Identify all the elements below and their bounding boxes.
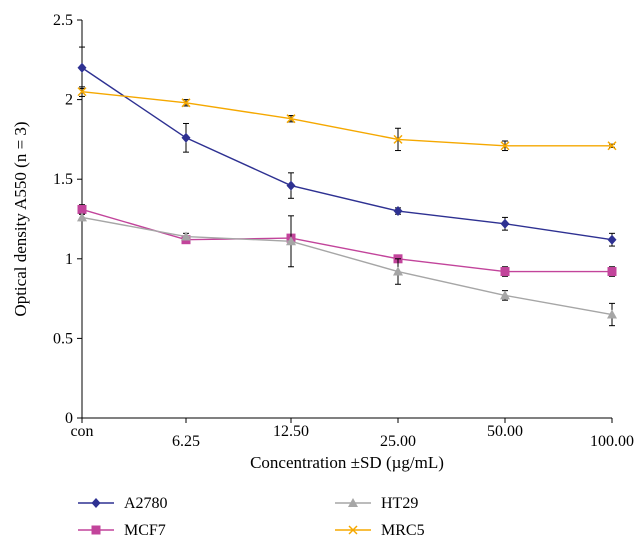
data-point-a2780 — [500, 218, 510, 229]
data-point-a2780 — [77, 62, 87, 73]
y-axis-title: Optical density A550 (n = 3) — [11, 121, 30, 316]
legend-label-ht29: HT29 — [381, 495, 418, 512]
legend-item-mrc5: MRC5 — [335, 522, 425, 539]
y-tick-label: 1 — [65, 251, 73, 268]
data-point-mrc5-stroke — [286, 114, 296, 124]
x-tick-label: 25.00 — [380, 433, 416, 450]
data-point-a2780 — [286, 180, 296, 191]
data-point-mrc5-stroke — [393, 134, 403, 144]
data-point-mrc5 — [393, 134, 403, 144]
legend-marker-mcf7 — [91, 525, 101, 535]
data-point-mrc5-stroke — [77, 87, 87, 97]
series-ht29 — [77, 212, 617, 327]
legend-item-a2780: A2780 — [78, 495, 168, 512]
legend-label-mcf7: MCF7 — [124, 522, 166, 539]
data-point-mrc5 — [77, 87, 87, 97]
data-point-ht29 — [393, 266, 403, 276]
y-tick-label: 1.5 — [53, 171, 73, 188]
data-point-mcf7 — [500, 267, 510, 277]
series-line-a2780 — [81, 67, 613, 241]
data-point-ht29 — [181, 231, 191, 241]
data-point-mrc5 — [286, 114, 296, 124]
series-a2780 — [77, 46, 617, 247]
data-point-ht29 — [500, 290, 510, 300]
series-mcf7 — [77, 204, 617, 277]
data-point-mrc5-stroke — [607, 141, 617, 151]
y-tick-label: 2 — [65, 92, 73, 109]
x-tick-label: 100.00 — [590, 433, 634, 450]
data-point-mrc5-stroke — [500, 141, 510, 151]
data-point-a2780 — [607, 234, 617, 245]
legend-marker-ht29 — [348, 498, 358, 507]
data-point-a2780 — [181, 132, 191, 143]
legend-label-mrc5: MRC5 — [381, 522, 425, 539]
x-tick-label: 50.00 — [487, 423, 523, 440]
data-point-ht29 — [77, 212, 87, 222]
data-point-ht29 — [286, 236, 296, 246]
y-tick-label: 0 — [65, 410, 73, 427]
data-point-a2780 — [393, 206, 403, 217]
y-tick-label: 2.5 — [53, 12, 73, 29]
data-point-mrc5 — [500, 141, 510, 151]
series-line-mcf7 — [81, 208, 612, 273]
y-tick-label: 0.5 — [53, 330, 73, 347]
series-line-ht29 — [81, 216, 613, 316]
x-tick-label: 12.50 — [273, 423, 309, 440]
data-point-mcf7 — [77, 204, 87, 214]
legend-item-ht29: HT29 — [335, 495, 418, 512]
legend-marker-mrc5-stroke — [348, 525, 358, 535]
data-point-mrc5-stroke — [181, 98, 191, 108]
data-point-ht29 — [607, 309, 617, 319]
x-tick-label: con — [70, 423, 93, 440]
data-point-mrc5 — [181, 98, 191, 108]
data-point-mcf7 — [607, 267, 617, 277]
legend-marker-a2780 — [91, 498, 101, 508]
series-mrc5 — [77, 86, 617, 152]
series-line-mrc5 — [81, 90, 612, 147]
legend-marker-mrc5 — [348, 525, 358, 535]
legend-item-mcf7: MCF7 — [78, 522, 166, 539]
data-point-mrc5 — [607, 141, 617, 151]
legend-label-a2780: A2780 — [124, 495, 168, 512]
x-tick-label: 6.25 — [172, 433, 200, 450]
x-axis-title: Concentration ±SD (µg/mL) — [250, 453, 444, 472]
